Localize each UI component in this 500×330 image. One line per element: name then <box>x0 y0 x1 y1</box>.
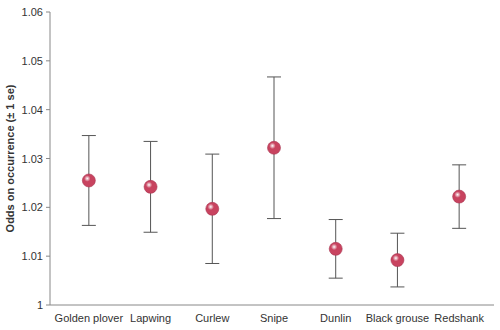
plot-area <box>82 77 466 287</box>
point <box>144 180 157 193</box>
error-cap <box>267 218 281 219</box>
error-cap <box>267 76 281 77</box>
x-tick-label: Curlew <box>195 312 229 324</box>
x-tick-label: Black grouse <box>366 312 430 324</box>
point <box>329 242 342 255</box>
y-tick-label: 1.06 <box>22 6 43 18</box>
x-axis <box>50 305 494 306</box>
error-cap <box>452 164 466 165</box>
y-tick-label: 1.04 <box>22 104 43 116</box>
error-cap <box>205 154 219 155</box>
error-cap <box>329 278 343 279</box>
point <box>391 254 404 267</box>
y-tick <box>46 60 50 61</box>
error-cap <box>144 141 158 142</box>
y-tick-label: 1.01 <box>22 250 43 262</box>
error-cap <box>144 232 158 233</box>
point <box>453 190 466 203</box>
x-tick-label: Dunlin <box>320 312 351 324</box>
x-tick-label: Lapwing <box>130 312 171 324</box>
x-tick-label: Snipe <box>260 312 288 324</box>
error-cap <box>82 135 96 136</box>
x-tick-label: Golden plover <box>55 312 124 324</box>
error-bar <box>267 77 281 219</box>
error-bar <box>329 220 343 279</box>
error-bar <box>82 136 96 226</box>
y-tick <box>46 305 50 306</box>
error-bar <box>452 165 466 228</box>
y-tick-label: 1 <box>37 299 43 311</box>
y-tick <box>46 256 50 257</box>
point <box>206 202 219 215</box>
y-tick <box>46 158 50 159</box>
error-bar <box>205 154 219 263</box>
chart-svg: 1 1.01 1.02 1.03 1.04 1.05 1.06 Odds on occurre… <box>0 0 500 330</box>
y-tick-label: 1.05 <box>22 55 43 67</box>
y-tick <box>46 12 50 13</box>
error-cap <box>329 219 343 220</box>
x-tick-label: Redshank <box>434 312 484 324</box>
error-cap <box>390 233 404 234</box>
error-cap <box>452 228 466 229</box>
error-cap <box>205 263 219 264</box>
chart-container: 1 1.01 1.02 1.03 1.04 1.05 1.06 Odds on occurre… <box>0 0 500 330</box>
y-axis-label: Odds on occurrence (± 1 se) <box>4 84 16 232</box>
y-tick <box>46 207 50 208</box>
point <box>268 141 281 154</box>
error-bar <box>144 141 158 232</box>
y-tick-label: 1.03 <box>22 153 43 165</box>
error-cap <box>390 286 404 287</box>
error-bar <box>390 233 404 287</box>
point <box>82 174 95 187</box>
error-cap <box>82 225 96 226</box>
y-tick-label: 1.02 <box>22 201 43 213</box>
y-tick <box>46 109 50 110</box>
